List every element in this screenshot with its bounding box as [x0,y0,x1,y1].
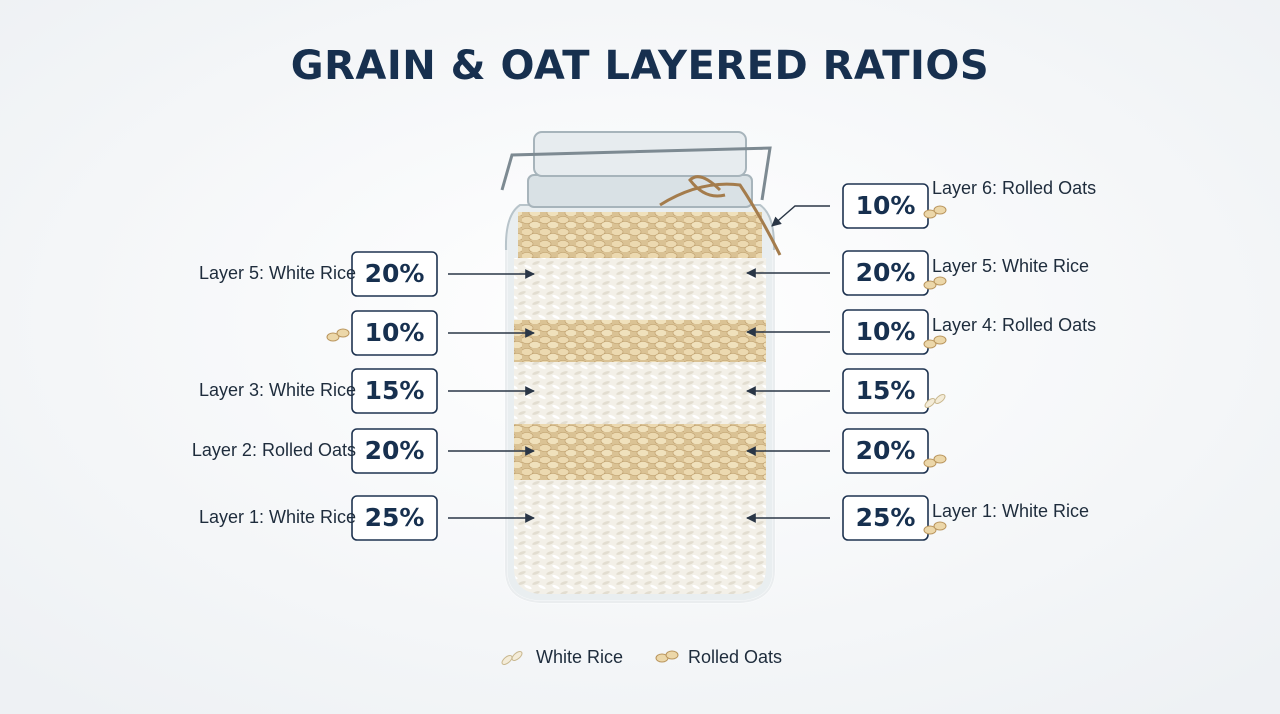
oats-icon [933,205,947,215]
percent: 25% [856,503,916,532]
rice-icon [934,394,946,404]
rice-icon [501,655,513,665]
percent: 10% [365,318,425,347]
oats-icon [933,521,947,531]
layer-label: Layer 2: Rolled Oats [192,440,356,460]
title: GRAIN & OAT LAYERED RATIOS [291,43,989,89]
percent-box [842,309,929,355]
layer-label: Layer 1: White Rice [199,507,356,527]
percent-box [842,495,929,541]
layer-label: Layer 6: Rolled Oats [932,178,1096,198]
percent: 15% [365,376,425,405]
percent-box [842,368,929,414]
jar [500,131,782,604]
oats-icon [933,454,947,464]
arrow [771,205,830,227]
percent-box [351,310,438,356]
layer-label: Layer 5: White Rice [199,263,356,283]
layer-label: Layer 5: White Rice [932,256,1089,276]
percent-box [351,428,438,474]
legend: White Rice Rolled Oats [501,647,782,667]
percent: 20% [365,259,425,288]
percent-box [351,251,438,297]
legend-label: Rolled Oats [688,647,782,667]
rice-icon [924,398,936,408]
oats-icon [923,458,937,468]
percent-box [842,428,929,474]
oats-icon [336,328,350,338]
percent: 20% [856,258,916,287]
percent: 25% [365,503,425,532]
legend-label: White Rice [536,647,623,667]
layer-label: Layer 4: Rolled Oats [932,315,1096,335]
oats-icon [923,209,937,219]
percent-box [842,183,929,229]
percent-box [351,495,438,541]
layer-label: Layer 3: White Rice [199,380,356,400]
percent-box [842,250,929,296]
layer-label: Layer 1: White Rice [932,501,1089,521]
rice-icon [511,651,523,661]
percent: 10% [856,317,916,346]
oats-icon [933,335,947,345]
percent: 20% [365,436,425,465]
oats-icon [665,650,679,660]
percent-box [351,368,438,414]
percent: 10% [856,191,916,220]
oats-icon [923,525,937,535]
percent: 15% [856,376,916,405]
percent: 20% [856,436,916,465]
oats-icon [923,339,937,349]
oats-icon [933,276,947,286]
oats-icon [326,332,340,342]
oats-icon [923,280,937,290]
